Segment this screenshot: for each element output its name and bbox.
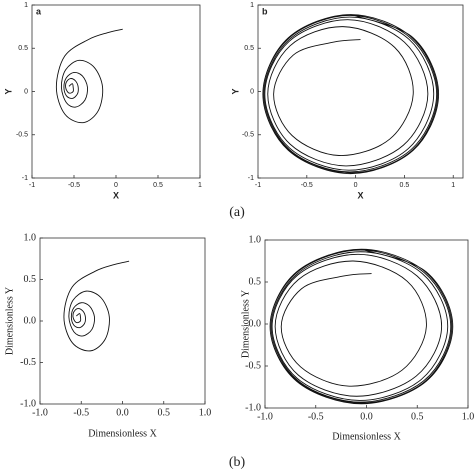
y-tick-label: -0.5 xyxy=(242,132,254,139)
plot-frame xyxy=(257,4,464,179)
y-tick-label: 0.0 xyxy=(24,315,37,326)
caption: (b) xyxy=(229,455,246,470)
plot-frame xyxy=(264,239,469,409)
y-axis-label: Dimensionless Y xyxy=(240,290,251,358)
x-tick-label: 0.0 xyxy=(360,411,373,422)
y-tick-label: -0.5 xyxy=(20,357,36,368)
caption: (a) xyxy=(229,205,245,220)
y-tick-label: 1.0 xyxy=(24,232,37,243)
panel-label: a xyxy=(36,6,42,16)
x-tick-label: 0 xyxy=(114,182,118,189)
y-tick-label: 0.5 xyxy=(24,274,37,285)
x-tick-label: -0.5 xyxy=(308,411,324,422)
x-tick-label: -0.5 xyxy=(68,182,80,189)
x-axis-label: Dimensionless X xyxy=(88,428,157,439)
y-tick-label: 0.5 xyxy=(249,276,262,287)
y-axis-label: Y xyxy=(3,88,13,94)
y-tick-label: -0.5 xyxy=(16,132,28,139)
x-axis-label: Dimensionless X xyxy=(332,431,401,442)
x-tick-label: 0.0 xyxy=(116,407,129,418)
panel-label: b xyxy=(262,6,268,16)
trajectory xyxy=(55,28,123,124)
y-tick-label: 1.0 xyxy=(249,234,262,245)
x-axis-label: X xyxy=(113,190,119,200)
y-tick-label: 0.5 xyxy=(18,45,28,52)
y-tick-label: -1.0 xyxy=(20,398,36,409)
x-tick-label: 1.0 xyxy=(199,407,212,418)
x-tick-label: 0.5 xyxy=(153,182,163,189)
x-tick-label: 0 xyxy=(354,182,358,189)
y-tick-label: 0.5 xyxy=(244,45,254,52)
x-tick-label: 1.0 xyxy=(462,411,474,422)
y-axis-label: Y xyxy=(230,88,240,94)
y-tick-label: 0 xyxy=(24,88,28,95)
trajectory xyxy=(269,248,454,405)
x-tick-label: 0.5 xyxy=(400,182,410,189)
x-tick-label: -0.5 xyxy=(301,182,313,189)
x-tick-label: -1 xyxy=(255,182,261,189)
x-tick-label: -1 xyxy=(29,182,35,189)
x-tick-label: -1.0 xyxy=(257,411,273,422)
x-tick-label: 1 xyxy=(451,182,455,189)
y-tick-label: -1.0 xyxy=(245,402,261,413)
y-axis-label: Dimensionless Y xyxy=(4,287,15,355)
y-tick-label: -0.5 xyxy=(245,360,261,371)
x-tick-label: -0.5 xyxy=(73,407,89,418)
y-tick-label: 1 xyxy=(24,2,28,9)
trajectory xyxy=(262,14,440,175)
x-axis-label: X xyxy=(357,190,363,200)
trajectory xyxy=(63,260,130,352)
y-tick-label: 0 xyxy=(250,88,254,95)
y-tick-label: -1 xyxy=(248,175,254,182)
x-tick-label: 0.5 xyxy=(158,407,171,418)
x-tick-label: 0.5 xyxy=(411,411,424,422)
y-tick-label: 1 xyxy=(250,2,254,9)
y-tick-label: -1 xyxy=(22,175,28,182)
x-tick-label: -1.0 xyxy=(32,407,48,418)
x-tick-label: 1 xyxy=(198,182,202,189)
y-tick-label: 0.0 xyxy=(249,318,262,329)
